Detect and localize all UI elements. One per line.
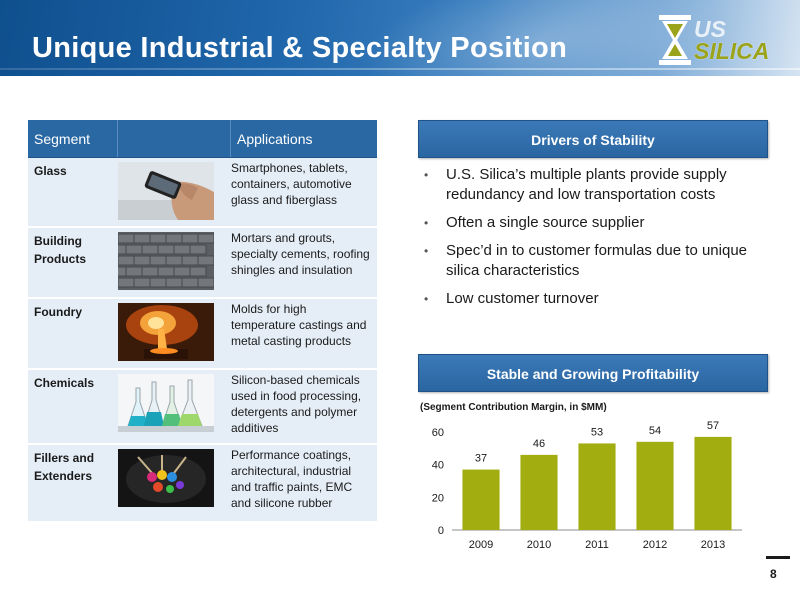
list-item: • Often a single source supplier	[424, 213, 774, 233]
header-segment: Segment	[28, 120, 118, 157]
drivers-heading: Drivers of Stability	[418, 120, 768, 158]
bar	[694, 436, 732, 530]
driver-text: Spec’d in to customer formulas due to un…	[446, 242, 748, 279]
list-item: • Spec’d in to customer formulas due to u…	[424, 241, 774, 281]
logo-wordmark: US SILICA	[694, 16, 770, 64]
x-tick-label: 2009	[469, 539, 493, 551]
slide-title: Unique Industrial & Specialty Position	[32, 32, 568, 64]
bullet-icon: •	[424, 216, 429, 230]
table-row: Chemicals Silicon-based chemicals used i…	[28, 370, 377, 445]
data-label: 54	[649, 425, 661, 437]
table-header: Segment Applications	[28, 120, 377, 158]
title-banner	[0, 0, 800, 76]
segment-name: Chemicals	[34, 376, 95, 390]
page-number: 8	[770, 567, 777, 581]
drivers-list: • U.S. Silica’s multiple plants provide s…	[424, 165, 774, 317]
footer-rule	[766, 556, 790, 559]
segment-name: Foundry	[34, 305, 82, 319]
roof-shingles-image	[118, 232, 214, 290]
y-tick-label: 60	[432, 427, 444, 439]
paint-brushes-image	[118, 449, 214, 507]
segment-image-cell	[118, 370, 231, 443]
x-tick-label: 2012	[643, 539, 667, 551]
y-tick-label: 20	[432, 492, 444, 504]
chart-title: (Segment Contribution Margin, in $MM)	[420, 402, 607, 413]
y-tick-label: 0	[438, 525, 444, 537]
table-row: Foundry Molds for high temperature casti…	[28, 299, 377, 370]
profitability-heading: Stable and Growing Profitability	[418, 354, 768, 392]
segment-image-cell	[118, 158, 231, 226]
contribution-margin-chart: 0 20 40 60 37 2009 46 2010 53 2011 54 2012 57 2013	[432, 420, 742, 551]
segment-image-cell	[118, 445, 231, 521]
driver-text: U.S. Silica’s multiple plants provide su…	[446, 166, 727, 203]
bar	[462, 469, 500, 530]
segment-applications: Performance coatings, architectural, ind…	[231, 448, 353, 510]
segment-name: Building Products	[34, 234, 87, 266]
x-tick-label: 2013	[701, 539, 725, 551]
segment-applications: Silicon-based chemicals used in food pro…	[231, 373, 362, 435]
header-image-column	[118, 120, 231, 157]
molten-metal-pour-image	[118, 303, 214, 361]
bullet-icon: •	[424, 292, 429, 306]
table-row: Building Products Mortars and grouts, sp…	[28, 228, 377, 299]
x-tick-label: 2011	[585, 539, 609, 551]
data-label: 53	[591, 426, 603, 438]
data-label: 57	[707, 420, 719, 432]
bar	[520, 454, 558, 530]
x-tick-label: 2010	[527, 539, 551, 551]
data-label: 46	[533, 438, 545, 450]
list-item: • U.S. Silica’s multiple plants provide s…	[424, 165, 774, 205]
hourglass-logo-icon	[659, 15, 691, 65]
hand-holding-phone-image	[118, 162, 214, 220]
segment-applications: Mortars and grouts, specialty cements, r…	[231, 231, 370, 277]
segment-image-cell	[118, 299, 231, 368]
lab-flasks-image	[118, 374, 214, 432]
logo-line1: US	[694, 16, 726, 42]
table-row: Fillers and Extenders Performance coatin…	[28, 445, 377, 523]
driver-text: Low customer turnover	[446, 290, 599, 307]
segment-image-cell	[118, 228, 231, 297]
data-label: 37	[475, 453, 487, 465]
bullet-icon: •	[424, 168, 429, 182]
logo-line2: SILICA	[694, 38, 770, 64]
driver-text: Often a single source supplier	[446, 214, 645, 231]
table-row: Glass Smartphones, tablets, containers, …	[28, 158, 377, 228]
header-applications: Applications	[237, 130, 313, 147]
bar	[636, 441, 674, 530]
segment-applications: Molds for high temperature castings and …	[231, 302, 367, 348]
y-tick-label: 40	[432, 460, 444, 472]
segment-applications: Smartphones, tablets, containers, automo…	[231, 161, 352, 207]
bar	[578, 443, 616, 530]
segment-table: Segment Applications Glass Smartphones, …	[28, 120, 377, 523]
segment-name: Fillers and Extenders	[34, 451, 95, 483]
us-silica-logo: US SILICA	[658, 14, 794, 66]
bullet-icon: •	[424, 244, 429, 258]
list-item: • Low customer turnover	[424, 289, 774, 309]
banner-rule	[0, 68, 800, 70]
segment-name: Glass	[34, 164, 67, 178]
